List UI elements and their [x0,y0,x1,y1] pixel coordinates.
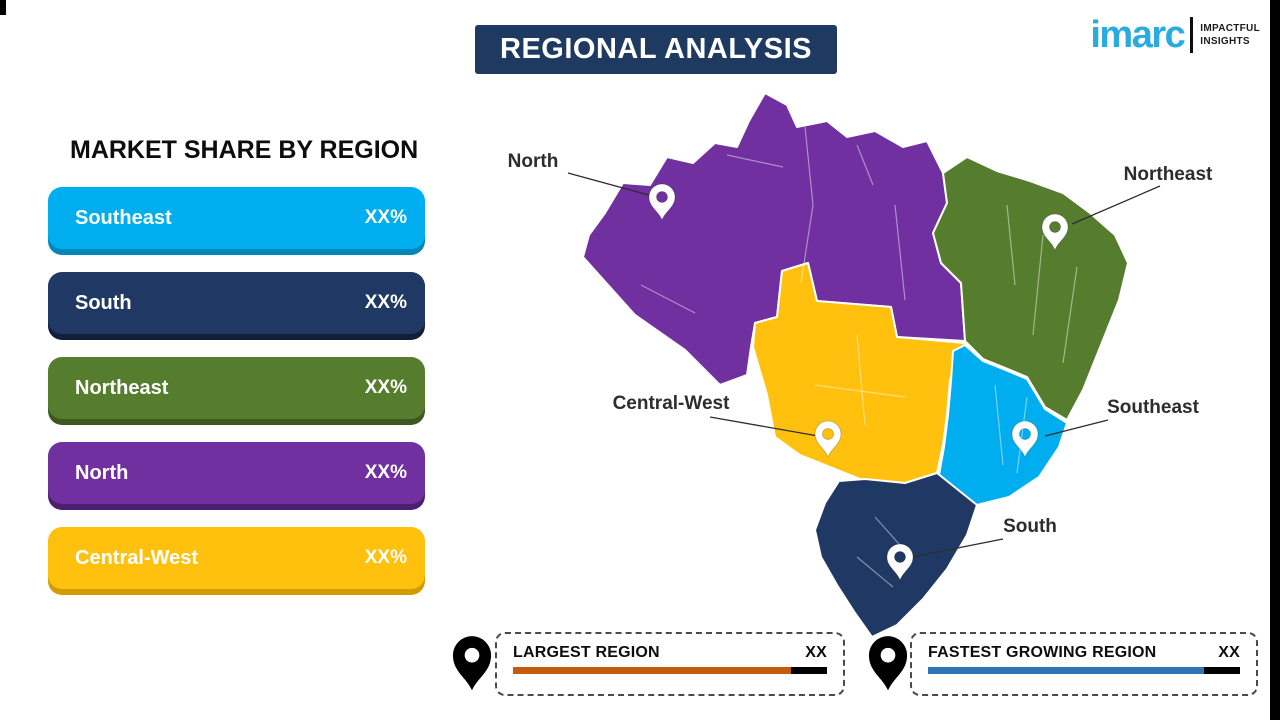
largest-region-value: XX [805,644,827,661]
map-labels: North Northeast Central-West Southeast S… [508,151,1213,537]
largest-region-bar-fill [513,667,791,674]
leader-line-south [911,538,1004,558]
logo-tagline: IMPACTFUL INSIGHTS [1200,22,1260,49]
pin-central-west [814,420,842,459]
pin-northeast [1041,213,1069,252]
leader-line-central-west [709,416,819,437]
brazil-map: North Northeast Central-West Southeast S… [508,92,1213,638]
bar-value: XX% [364,377,407,398]
bar-label: Southeast [75,206,172,229]
fastest-growing-region-bar-cap [1204,667,1240,674]
fastest-growing-region-row: FASTEST GROWING REGION XX [912,634,1256,664]
logo-divider [1190,17,1194,53]
leader-line-southeast [1044,419,1109,437]
page-title: REGIONAL ANALYSIS [475,25,837,74]
logo-tagline-line1: IMPACTFUL [1200,22,1260,34]
pin-south [886,543,914,582]
map-label-central-west: Central-West [613,393,731,414]
corner-decoration [0,0,6,15]
market-share-heading: MARKET SHARE BY REGION [70,136,419,164]
bar-value: XX% [364,462,407,483]
pin-north [648,183,676,222]
right-edge-strip [1270,0,1280,720]
imarc-logo-wordmark: imarc [1090,14,1185,56]
bar-value: XX% [364,207,407,228]
map-region-northeast [932,156,1129,421]
fastest-growing-region-value: XX [1218,644,1240,661]
bar-value: XX% [364,547,407,568]
map-pins [648,183,1069,582]
largest-region-label: LARGEST REGION [513,644,660,661]
fastest-growing-region-bar [928,667,1240,674]
bar-label: Central-West [75,546,198,569]
largest-region-box: LARGEST REGION XX [495,632,845,696]
bar-north: North XX% [48,442,425,504]
bar-south: South XX% [48,272,425,334]
bar-label: South [75,291,132,314]
map-label-south: South [1003,516,1057,537]
bar-northeast: Northeast XX% [48,357,425,419]
logo-tagline-line2: INSIGHTS [1200,36,1250,47]
page-title-text: REGIONAL ANALYSIS [500,33,812,65]
largest-region-bar [513,667,827,674]
map-label-north: North [508,151,559,172]
map-region-south [814,472,978,638]
bar-central-west: Central-West XX% [48,527,425,589]
fastest-growing-region-box: FASTEST GROWING REGION XX [910,632,1258,696]
bar-label: Northeast [75,376,169,399]
fastest-growing-region-label: FASTEST GROWING REGION [928,644,1157,661]
map-region-southeast [938,344,1068,506]
leader-line-northeast [1071,185,1161,225]
bar-southeast: Southeast XX% [48,187,425,249]
fastest-growing-pin-icon [868,636,908,691]
map-regions [582,92,1129,638]
map-label-southeast: Southeast [1107,397,1200,418]
bar-label: North [75,461,129,484]
largest-region-bar-cap [791,667,827,674]
market-share-bars: Southeast XX% South XX% Northeast XX% No… [48,187,425,612]
pin-southeast [1011,420,1039,459]
map-label-northeast: Northeast [1124,164,1213,185]
fastest-growing-region-bar-fill [928,667,1204,674]
imarc-logo: imarc IMPACTFUL INSIGHTS [1090,16,1260,54]
largest-region-row: LARGEST REGION XX [497,634,843,664]
bar-value: XX% [364,292,407,313]
leader-line-north [567,172,657,198]
map-leader-lines [567,172,1161,558]
largest-region-pin-icon [452,636,492,691]
